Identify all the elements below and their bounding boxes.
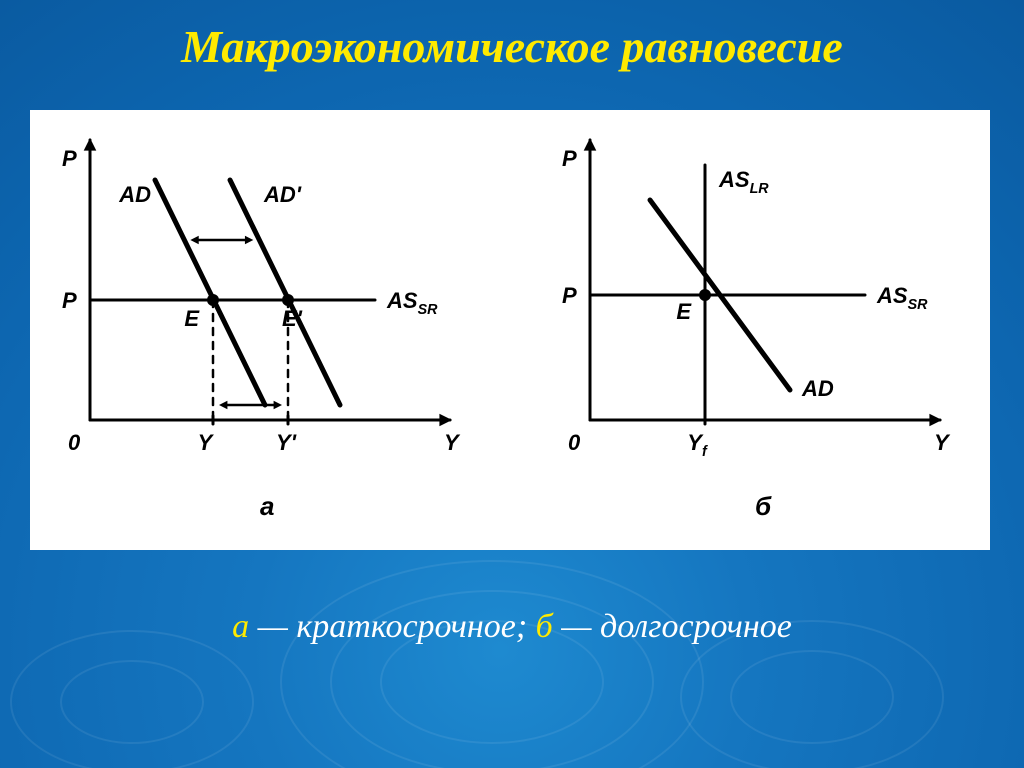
caption-text-b: — долгосрочное	[553, 608, 792, 645]
svg-text:E: E	[184, 306, 200, 331]
diagram-svg: P P 0 Y Y Y' AD AD' ASSR E E' а P P 0 Y ASLR ASSR AD E Yf б	[30, 110, 990, 550]
svg-text:Yf: Yf	[687, 430, 708, 460]
figure-container: P P 0 Y Y Y' AD AD' ASSR E E' а P P 0 Y ASLR ASSR AD E Yf б	[30, 110, 990, 550]
svg-text:E': E'	[282, 306, 303, 331]
svg-text:P: P	[62, 146, 77, 171]
svg-text:Y': Y'	[276, 430, 297, 455]
svg-text:0: 0	[568, 430, 581, 455]
slide-title: Макроэкономическое равновесие	[0, 20, 1024, 73]
svg-text:Y: Y	[444, 430, 461, 455]
svg-text:Y: Y	[198, 430, 215, 455]
caption-letter-b: б	[536, 608, 553, 645]
svg-text:AD: AD	[118, 182, 151, 207]
svg-text:ASLR: ASLR	[718, 167, 769, 197]
svg-text:а: а	[260, 491, 274, 521]
svg-text:ASSR: ASSR	[386, 288, 438, 318]
svg-text:AD: AD	[801, 376, 834, 401]
svg-text:б: б	[755, 491, 772, 521]
slide-root: Макроэкономическое равновесие P P 0 Y Y Y' AD A…	[0, 0, 1024, 768]
svg-text:0: 0	[68, 430, 81, 455]
svg-text:E: E	[676, 299, 692, 324]
svg-text:AD': AD'	[263, 182, 302, 207]
svg-text:P: P	[562, 146, 577, 171]
svg-text:ASSR: ASSR	[876, 283, 928, 313]
caption-text-a: — краткосрочное;	[249, 608, 536, 645]
svg-text:Y: Y	[934, 430, 951, 455]
svg-text:P: P	[62, 288, 77, 313]
caption-letter-a: а	[232, 608, 249, 645]
caption: а — краткосрочное; б — долгосрочное	[0, 608, 1024, 646]
svg-text:P: P	[562, 283, 577, 308]
